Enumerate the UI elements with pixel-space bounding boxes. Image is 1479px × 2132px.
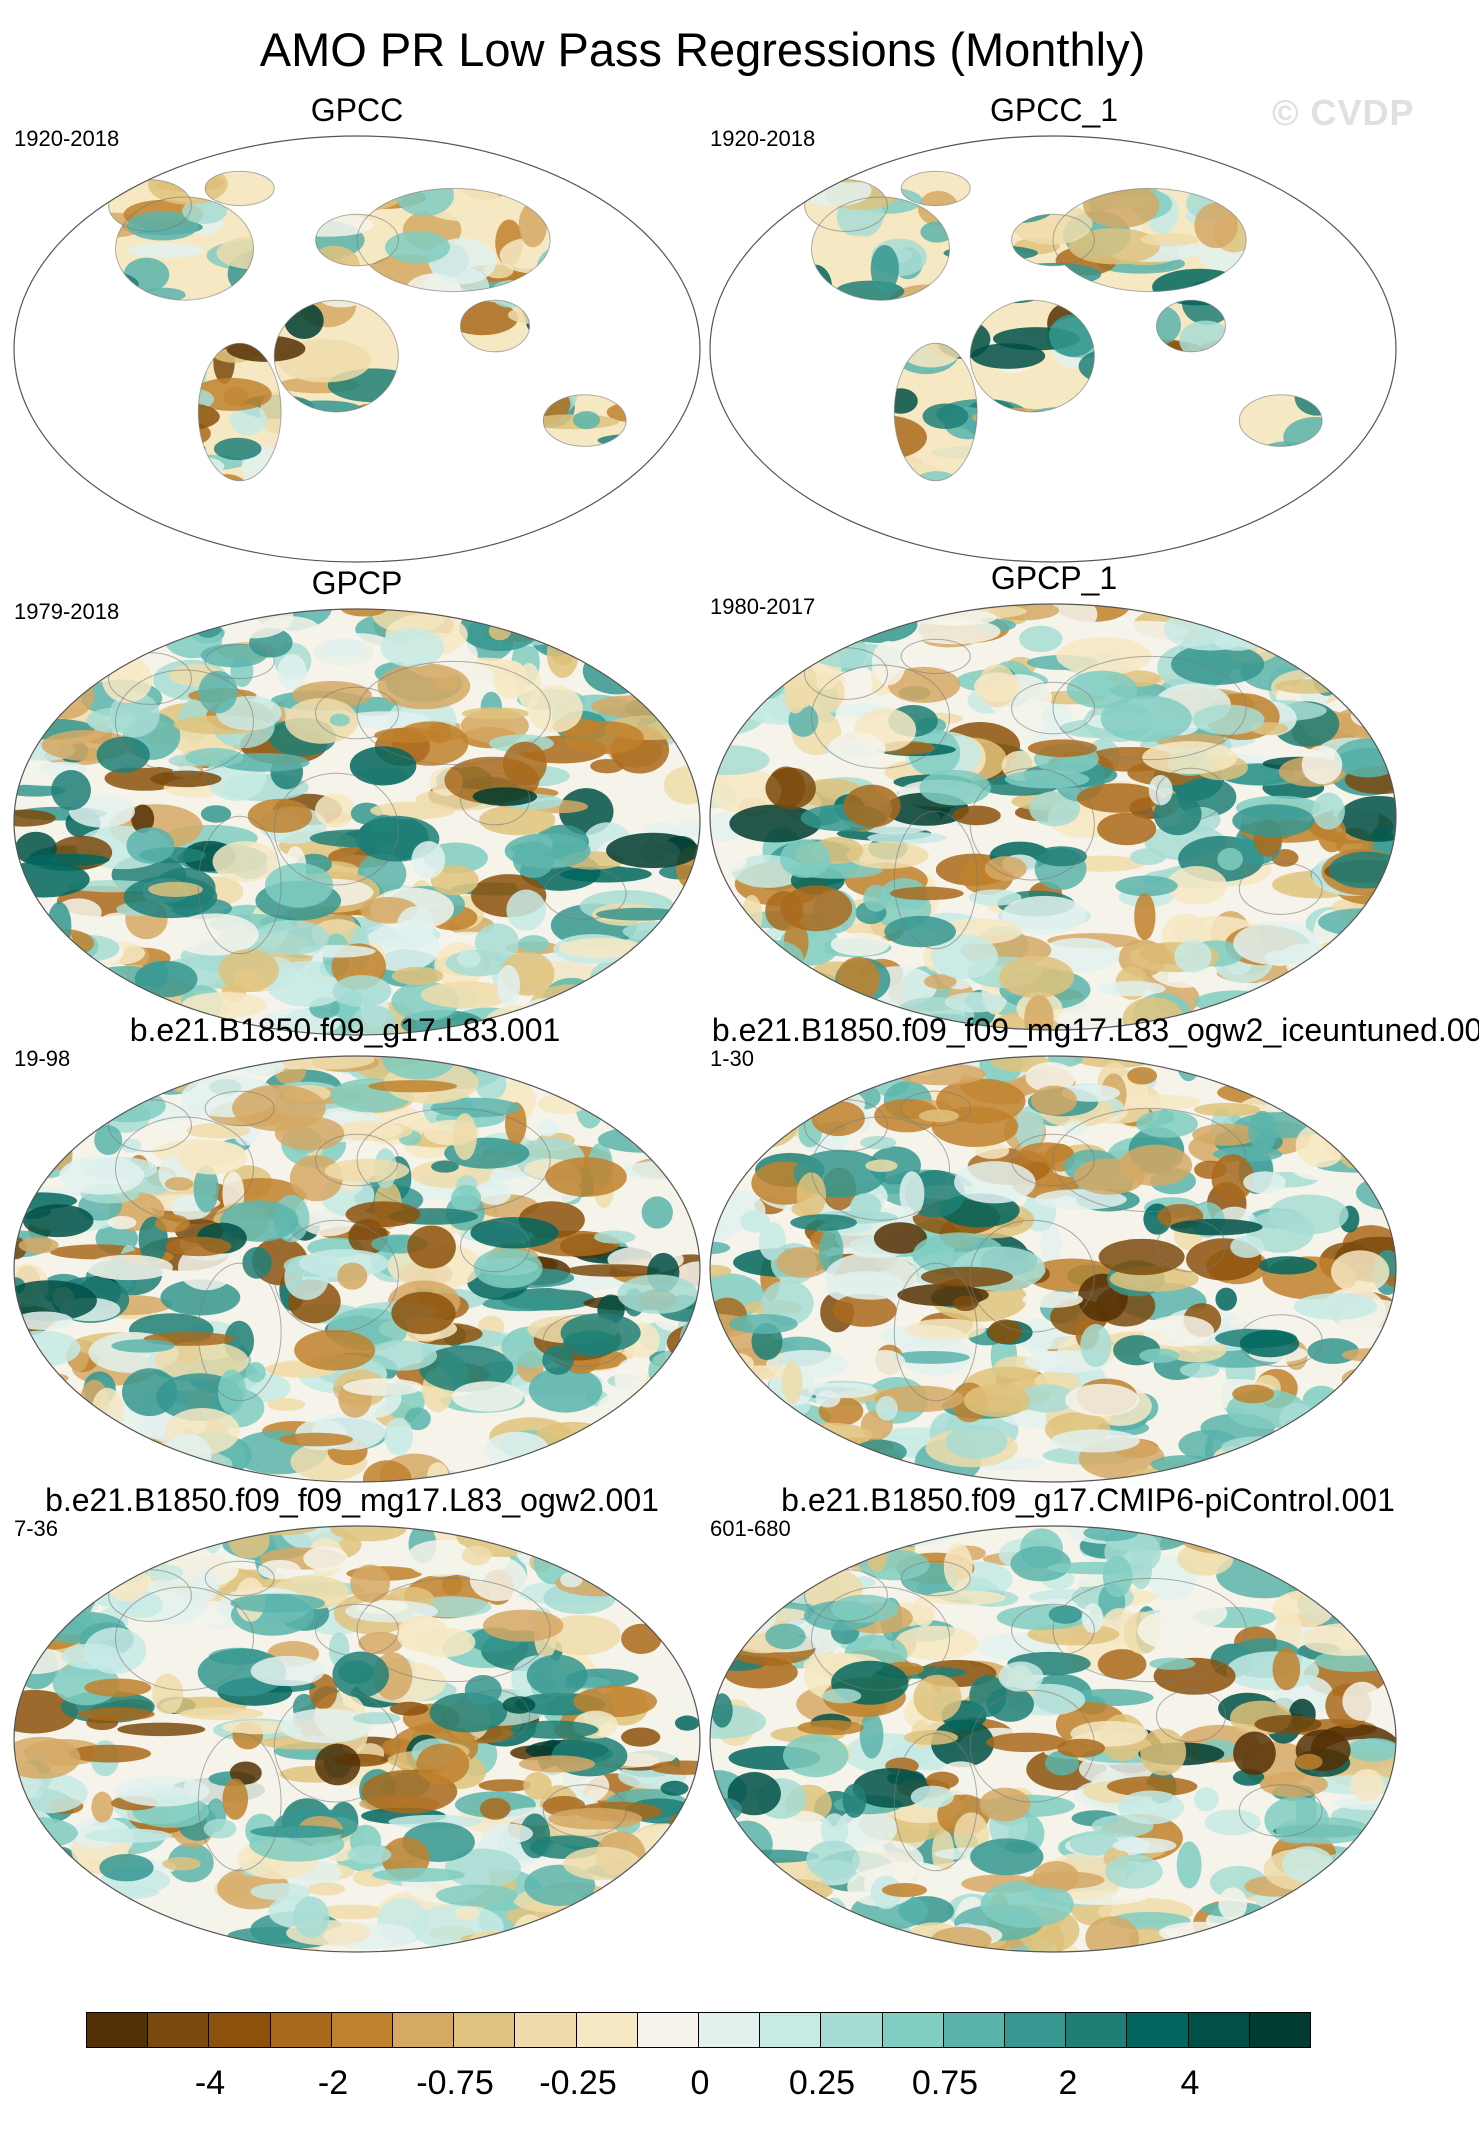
map-outline xyxy=(13,1055,701,1483)
colorbar-box xyxy=(942,2012,1005,2048)
colorbar-box xyxy=(1187,2012,1250,2048)
world-map xyxy=(709,1525,1397,1953)
colorbar-box xyxy=(392,2012,455,2048)
panel-period: 1920-2018 xyxy=(14,126,120,151)
colorbar-tick-label: -4 xyxy=(194,2064,226,2102)
map-panel: b.e21.B1850.f09_f09_mg17.L83_ogw2_iceunt… xyxy=(708,1012,1479,1492)
colorbar-tick-label: 4 xyxy=(1180,2064,1200,2102)
colorbar-tick-label: -0.25 xyxy=(539,2064,617,2102)
map-outline xyxy=(13,135,701,563)
map-panel: GPCP 1979-2018 xyxy=(12,565,702,1045)
colorbar-tick-label: -2 xyxy=(317,2064,349,2102)
colorbar-box xyxy=(698,2012,761,2048)
colorbar-box xyxy=(759,2012,822,2048)
colorbar-box xyxy=(1126,2012,1189,2048)
panel-period: 601-680 xyxy=(710,1516,791,1541)
map-field xyxy=(14,609,700,1035)
map-field xyxy=(14,1526,700,1952)
colorbar-box xyxy=(575,2012,638,2048)
colorbar-box xyxy=(1248,2012,1311,2048)
colorbar-tick-label: 0.75 xyxy=(911,2064,979,2102)
map-outline xyxy=(13,608,701,1036)
colorbar-box xyxy=(636,2012,699,2048)
map-field xyxy=(14,1056,700,1482)
colorbar-tick-label: -0.75 xyxy=(416,2064,494,2102)
panel-period: 1-30 xyxy=(710,1046,755,1071)
panel-title: GPCC xyxy=(310,92,404,128)
panel-title: b.e21.B1850.f09_f09_mg17.L83_ogw2.001 xyxy=(45,1482,659,1518)
colorbar-box xyxy=(269,2012,332,2048)
map-outline xyxy=(709,135,1397,563)
colorbar xyxy=(86,2012,1311,2052)
world-map xyxy=(709,135,1397,563)
map-panel: b.e21.B1850.f09_f09_mg17.L83_ogw2.001 7-3… xyxy=(12,1482,702,1962)
map-field xyxy=(710,604,1396,1030)
cvdp-watermark: © CVDP xyxy=(1272,92,1415,133)
panel-period: 19-98 xyxy=(14,1046,71,1071)
colorbar-box xyxy=(453,2012,516,2048)
colorbar-tick-label: 2 xyxy=(1058,2064,1078,2102)
panel-title: b.e21.B1850.f09_g17.L83.001 xyxy=(129,1012,561,1048)
colorbar-tick-label: 0 xyxy=(690,2064,710,2102)
panel-title: b.e21.B1850.f09_g17.CMIP6-piControl.001 xyxy=(781,1482,1395,1518)
world-map xyxy=(709,1055,1397,1483)
map-field xyxy=(710,136,1396,562)
panel-period: 1920-2018 xyxy=(710,126,816,151)
world-map xyxy=(709,603,1397,1031)
colorbar-box xyxy=(147,2012,210,2048)
map-panel: GPCC 1920-2018 xyxy=(12,92,702,572)
map-panel: b.e21.B1850.f09_g17.CMIP6-piControl.001 6… xyxy=(708,1482,1398,1962)
colorbar-box xyxy=(208,2012,271,2048)
map-field xyxy=(710,1526,1396,1952)
panel-period: 7-36 xyxy=(14,1516,59,1541)
panel-title: GPCP xyxy=(311,565,403,601)
map-outline xyxy=(709,603,1397,1031)
map-outline xyxy=(709,1525,1397,1953)
world-map xyxy=(13,1525,701,1953)
panel-title: GPCP_1 xyxy=(990,560,1118,596)
map-field xyxy=(14,136,700,562)
colorbar-box xyxy=(86,2012,149,2048)
map-outline xyxy=(709,1055,1397,1483)
map-panel: GPCC_1 1920-2018 xyxy=(708,92,1398,572)
panel-period: 1979-2018 xyxy=(14,599,120,624)
map-outline xyxy=(13,1525,701,1953)
map-panel: GPCP_1 1980-2017 xyxy=(708,560,1398,1040)
colorbar-box xyxy=(1065,2012,1128,2048)
colorbar-box xyxy=(881,2012,944,2048)
world-map xyxy=(13,1055,701,1483)
panel-period: 1980-2017 xyxy=(710,594,816,619)
panel-title: b.e21.B1850.f09_f09_mg17.L83_ogw2_iceunt… xyxy=(711,1012,1479,1048)
map-panel: b.e21.B1850.f09_g17.L83.001 19-98 xyxy=(12,1012,702,1492)
colorbar-box xyxy=(820,2012,883,2048)
figure-title: AMO PR Low Pass Regressions (Monthly) xyxy=(259,23,1146,76)
colorbar-box xyxy=(514,2012,577,2048)
colorbar-box xyxy=(330,2012,393,2048)
colorbar-box xyxy=(1004,2012,1067,2048)
map-field xyxy=(710,1056,1396,1482)
colorbar-tick-label: 0.25 xyxy=(788,2064,856,2102)
world-map xyxy=(13,135,701,563)
panel-title: GPCC_1 xyxy=(989,92,1119,128)
world-map xyxy=(13,608,701,1036)
